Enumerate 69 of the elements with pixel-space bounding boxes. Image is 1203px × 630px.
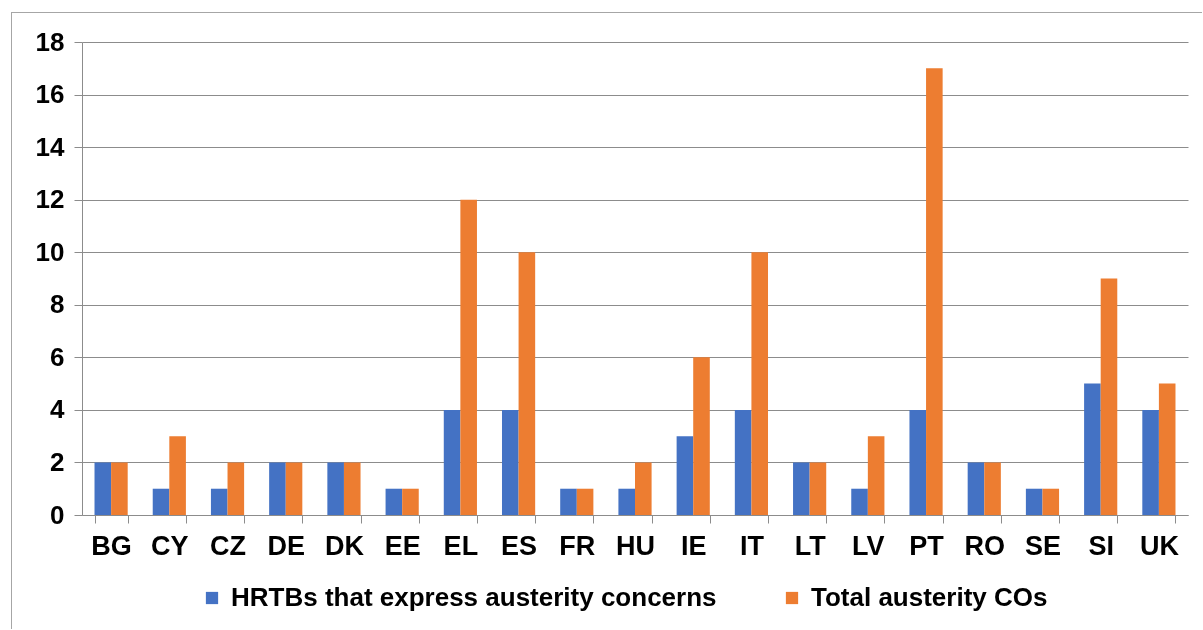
bar xyxy=(560,488,577,515)
y-tick-label: 10 xyxy=(35,236,65,267)
bar xyxy=(285,462,303,515)
bar xyxy=(111,462,128,515)
x-tick-label: CZ xyxy=(210,530,247,561)
bar xyxy=(460,199,477,515)
x-tick-label: DE xyxy=(267,530,305,561)
x-tick-label: UK xyxy=(1139,530,1180,561)
bar xyxy=(635,462,652,515)
bar xyxy=(1025,488,1043,515)
y-tick-label: 2 xyxy=(50,446,65,477)
bar xyxy=(269,462,286,515)
x-tick-label: EL xyxy=(443,530,479,561)
x-tick-label: DK xyxy=(324,530,365,561)
y-tick-label: 18 xyxy=(35,26,65,57)
bar xyxy=(94,462,112,515)
x-tick-label: IE xyxy=(680,530,707,561)
bar xyxy=(851,488,868,515)
x-tick-label: PT xyxy=(909,530,945,561)
legend-label: HRTBs that express austerity concerns xyxy=(231,582,717,612)
bar xyxy=(169,436,186,515)
bar xyxy=(343,462,361,515)
bar xyxy=(676,436,694,515)
y-tick-label: 14 xyxy=(35,131,66,162)
bar xyxy=(152,488,170,515)
x-tick-label: EE xyxy=(384,530,421,561)
bar xyxy=(734,409,752,515)
bar xyxy=(443,409,461,515)
x-tick-label: RO xyxy=(964,530,1006,561)
y-tick-label: 0 xyxy=(50,499,65,530)
bar xyxy=(327,462,344,515)
bar xyxy=(1158,383,1176,515)
bar xyxy=(867,436,885,515)
x-tick-label: HU xyxy=(616,530,655,561)
bar xyxy=(984,462,1001,515)
bar xyxy=(1042,488,1060,515)
bar xyxy=(576,488,594,515)
x-tick-label: BG xyxy=(91,530,132,561)
bar xyxy=(227,462,245,515)
bar xyxy=(501,409,519,515)
x-tick-label: FR xyxy=(559,530,596,561)
bar xyxy=(518,252,536,515)
bar xyxy=(210,488,228,515)
bar xyxy=(402,488,419,515)
bar xyxy=(909,409,927,515)
bar xyxy=(793,462,810,515)
bar xyxy=(926,68,943,515)
x-tick-label: SE xyxy=(1024,530,1061,561)
legend-label: Total austerity COs xyxy=(811,582,1048,612)
x-tick-label: CY xyxy=(151,530,189,561)
bar xyxy=(809,462,827,515)
bar xyxy=(1142,409,1159,515)
x-tick-label: LT xyxy=(794,530,827,561)
bar xyxy=(618,488,635,515)
y-tick-label: 12 xyxy=(35,184,65,215)
bar xyxy=(693,357,710,515)
y-tick-label: 4 xyxy=(50,394,66,425)
y-tick-label: 16 xyxy=(35,79,65,110)
bar xyxy=(751,252,769,515)
y-tick-label: 6 xyxy=(50,341,65,372)
bar xyxy=(385,488,403,515)
x-tick-label: ES xyxy=(501,530,538,561)
x-tick-label: LV xyxy=(852,530,885,561)
x-tick-label: SI xyxy=(1088,530,1114,561)
x-tick-label: IT xyxy=(739,530,765,561)
bar xyxy=(1084,383,1101,515)
y-tick-label: 8 xyxy=(50,289,65,320)
bar xyxy=(967,462,985,515)
bar xyxy=(1100,278,1118,515)
